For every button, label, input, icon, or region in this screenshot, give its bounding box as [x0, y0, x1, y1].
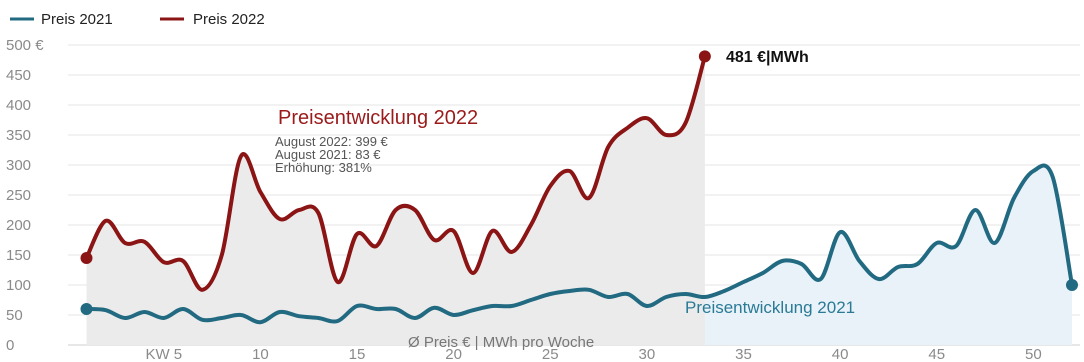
- series-0-point-end: [1066, 279, 1078, 291]
- y-tick-label-100: 100: [6, 277, 31, 294]
- series-0-point-start: [80, 303, 93, 315]
- x-tick-label-30: 30: [639, 346, 656, 362]
- annotation-info-line-3: Erhöhung: 381%: [275, 160, 372, 175]
- y-tick-label-450: 450: [6, 67, 31, 84]
- series-line-1: [84, 54, 707, 292]
- x-tick-label-10: 10: [252, 346, 269, 362]
- y-tick-label-50: 50: [6, 307, 23, 324]
- x-tick-label-20: 20: [445, 346, 462, 362]
- series-1-point-start: [80, 252, 93, 264]
- y-tick-label-0: 0: [6, 337, 14, 354]
- x-tick-label-40: 40: [832, 346, 849, 362]
- series-line-0: [84, 163, 1074, 325]
- series-areas: [86, 56, 1072, 346]
- y-tick-label-400: 400: [6, 97, 31, 114]
- series-area-0: [86, 165, 1072, 345]
- x-tick-label-5: KW 5: [145, 346, 182, 362]
- x-tick-label-50: 50: [1025, 346, 1042, 362]
- x-tick-label-35: 35: [735, 346, 752, 362]
- annotation-title-2022: Preisentwicklung 2022: [278, 107, 478, 129]
- legend-label-2021: Preis 2021: [41, 11, 113, 28]
- x-axis-ticks: KW 5 10 15 20 25 30 35 40 45 50: [145, 346, 1041, 362]
- series-1-point-end: [698, 50, 711, 63]
- y-tick-label-150: 150: [6, 247, 31, 264]
- x-axis-caption: Ø Preis € | MWh pro Woche: [408, 334, 594, 351]
- y-tick-label-250: 250: [6, 187, 31, 204]
- annotation-title-2021: Preisentwicklung 2021: [685, 298, 855, 317]
- y-tick-label-500: 500 €: [6, 37, 44, 54]
- y-axis-ticks: 0 50 100 150 200 250 300 350 400 450 500 €: [6, 37, 44, 354]
- annotation-info-line-1: August 2022: 399 €: [275, 134, 389, 149]
- x-tick-label-15: 15: [349, 346, 366, 362]
- series-lines: [84, 54, 1074, 325]
- y-tick-label-300: 300: [6, 157, 31, 174]
- legend-label-2022: Preis 2022: [193, 11, 265, 28]
- legend: Preis 2021 Preis 2022: [10, 11, 265, 28]
- y-tick-label-350: 350: [6, 127, 31, 144]
- series-area-1: [86, 56, 705, 346]
- annotation-end-value: 481 €|MWh: [726, 49, 809, 66]
- y-tick-label-200: 200: [6, 217, 31, 234]
- x-tick-label-45: 45: [928, 346, 945, 362]
- annotation-info-line-2: August 2021: 83 €: [275, 147, 381, 162]
- x-tick-label-25: 25: [542, 346, 559, 362]
- series-markers: [80, 50, 1078, 315]
